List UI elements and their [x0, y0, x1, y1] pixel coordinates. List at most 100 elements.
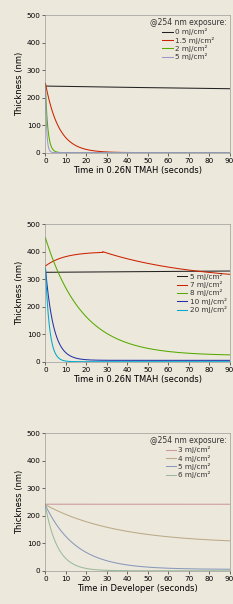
1.5 mJ/cm²	[224, 149, 227, 156]
0 mJ/cm²	[123, 84, 125, 91]
8 mJ/cm²	[123, 338, 125, 345]
5 mJ/cm²	[44, 502, 47, 509]
8 mJ/cm²	[224, 351, 227, 358]
0 mJ/cm²	[205, 85, 207, 92]
0 mJ/cm²	[224, 85, 227, 92]
3 mJ/cm²	[123, 501, 125, 508]
5 mJ/cm²	[228, 565, 231, 573]
6 mJ/cm²	[224, 567, 227, 574]
Line: 5 mJ/cm²: 5 mJ/cm²	[45, 506, 230, 569]
0 mJ/cm²	[228, 85, 231, 92]
4 mJ/cm²	[44, 501, 47, 509]
5 mJ/cm²	[205, 268, 207, 275]
5 mJ/cm²	[65, 533, 68, 541]
Line: 7 mJ/cm²: 7 mJ/cm²	[45, 252, 230, 274]
1.5 mJ/cm²	[76, 143, 79, 150]
1.5 mJ/cm²	[228, 149, 231, 156]
10 mJ/cm²	[65, 350, 68, 357]
5 mJ/cm²	[123, 149, 125, 156]
5 mJ/cm²	[65, 269, 68, 276]
5 mJ/cm²	[76, 149, 79, 156]
1.5 mJ/cm²	[123, 149, 125, 156]
1.5 mJ/cm²	[44, 80, 47, 87]
2 mJ/cm²	[228, 149, 231, 156]
5 mJ/cm²	[123, 268, 125, 275]
6 mJ/cm²	[115, 567, 117, 574]
3 mJ/cm²	[115, 501, 117, 508]
20 mJ/cm²	[224, 358, 227, 365]
X-axis label: Time in Developer (seconds): Time in Developer (seconds)	[77, 585, 198, 593]
5 mJ/cm²	[228, 268, 231, 275]
5 mJ/cm²	[205, 565, 207, 573]
Line: 8 mJ/cm²: 8 mJ/cm²	[45, 238, 230, 355]
6 mJ/cm²	[123, 567, 125, 574]
X-axis label: Time in 0.26N TMAH (seconds): Time in 0.26N TMAH (seconds)	[73, 375, 202, 384]
8 mJ/cm²	[44, 234, 47, 242]
3 mJ/cm²	[224, 501, 227, 508]
7 mJ/cm²	[44, 262, 47, 269]
0 mJ/cm²	[76, 83, 79, 90]
7 mJ/cm²	[225, 271, 227, 278]
5 mJ/cm²	[44, 269, 47, 276]
4 mJ/cm²	[224, 537, 227, 544]
3 mJ/cm²	[205, 501, 207, 508]
5 mJ/cm²	[76, 268, 79, 275]
10 mJ/cm²	[115, 357, 117, 364]
4 mJ/cm²	[228, 537, 231, 544]
Legend: 5 mJ/cm², 7 mJ/cm², 8 mJ/cm², 10 mJ/cm², 20 mJ/cm²: 5 mJ/cm², 7 mJ/cm², 8 mJ/cm², 10 mJ/cm²,…	[177, 272, 227, 313]
4 mJ/cm²	[76, 515, 79, 522]
20 mJ/cm²	[115, 358, 117, 365]
8 mJ/cm²	[76, 303, 79, 310]
5 mJ/cm²	[228, 149, 231, 156]
6 mJ/cm²	[44, 503, 47, 510]
3 mJ/cm²	[228, 501, 231, 508]
Y-axis label: Thickness (nm): Thickness (nm)	[15, 52, 24, 116]
Line: 4 mJ/cm²: 4 mJ/cm²	[45, 505, 230, 541]
Legend: 0 mJ/cm², 1.5 mJ/cm², 2 mJ/cm², 5 mJ/cm²: 0 mJ/cm², 1.5 mJ/cm², 2 mJ/cm², 5 mJ/cm²	[149, 18, 227, 61]
10 mJ/cm²	[228, 357, 231, 364]
1.5 mJ/cm²	[205, 149, 207, 156]
20 mJ/cm²	[76, 358, 79, 365]
5 mJ/cm²	[76, 543, 79, 550]
20 mJ/cm²	[65, 358, 68, 365]
2 mJ/cm²	[205, 149, 207, 156]
Line: 6 mJ/cm²: 6 mJ/cm²	[45, 506, 230, 571]
20 mJ/cm²	[228, 358, 231, 365]
8 mJ/cm²	[205, 350, 207, 358]
5 mJ/cm²	[224, 149, 227, 156]
5 mJ/cm²	[44, 85, 47, 92]
Line: 5 mJ/cm²: 5 mJ/cm²	[45, 88, 230, 153]
5 mJ/cm²	[115, 559, 117, 567]
5 mJ/cm²	[115, 268, 117, 275]
Line: 2 mJ/cm²: 2 mJ/cm²	[45, 86, 230, 153]
Y-axis label: Thickness (nm): Thickness (nm)	[15, 261, 24, 325]
20 mJ/cm²	[123, 358, 125, 365]
20 mJ/cm²	[205, 358, 207, 365]
Line: 10 mJ/cm²: 10 mJ/cm²	[45, 268, 230, 361]
10 mJ/cm²	[44, 265, 47, 272]
X-axis label: Time in 0.26N TMAH (seconds): Time in 0.26N TMAH (seconds)	[73, 166, 202, 175]
1.5 mJ/cm²	[115, 149, 117, 156]
10 mJ/cm²	[76, 355, 79, 362]
2 mJ/cm²	[224, 149, 227, 156]
7 mJ/cm²	[228, 271, 231, 278]
1.5 mJ/cm²	[65, 135, 68, 142]
3 mJ/cm²	[76, 501, 79, 508]
10 mJ/cm²	[123, 357, 125, 364]
Legend: 3 mJ/cm², 4 mJ/cm², 5 mJ/cm², 6 mJ/cm²: 3 mJ/cm², 4 mJ/cm², 5 mJ/cm², 6 mJ/cm²	[149, 435, 227, 479]
4 mJ/cm²	[65, 511, 68, 518]
8 mJ/cm²	[115, 335, 117, 342]
8 mJ/cm²	[228, 352, 231, 359]
4 mJ/cm²	[123, 527, 125, 535]
2 mJ/cm²	[115, 149, 117, 156]
5 mJ/cm²	[205, 149, 207, 156]
0 mJ/cm²	[44, 83, 47, 90]
2 mJ/cm²	[65, 149, 68, 156]
4 mJ/cm²	[205, 536, 207, 544]
5 mJ/cm²	[123, 561, 125, 568]
0 mJ/cm²	[115, 83, 117, 91]
6 mJ/cm²	[205, 567, 207, 574]
Line: 0 mJ/cm²: 0 mJ/cm²	[45, 86, 230, 89]
2 mJ/cm²	[44, 83, 47, 90]
5 mJ/cm²	[115, 149, 117, 156]
